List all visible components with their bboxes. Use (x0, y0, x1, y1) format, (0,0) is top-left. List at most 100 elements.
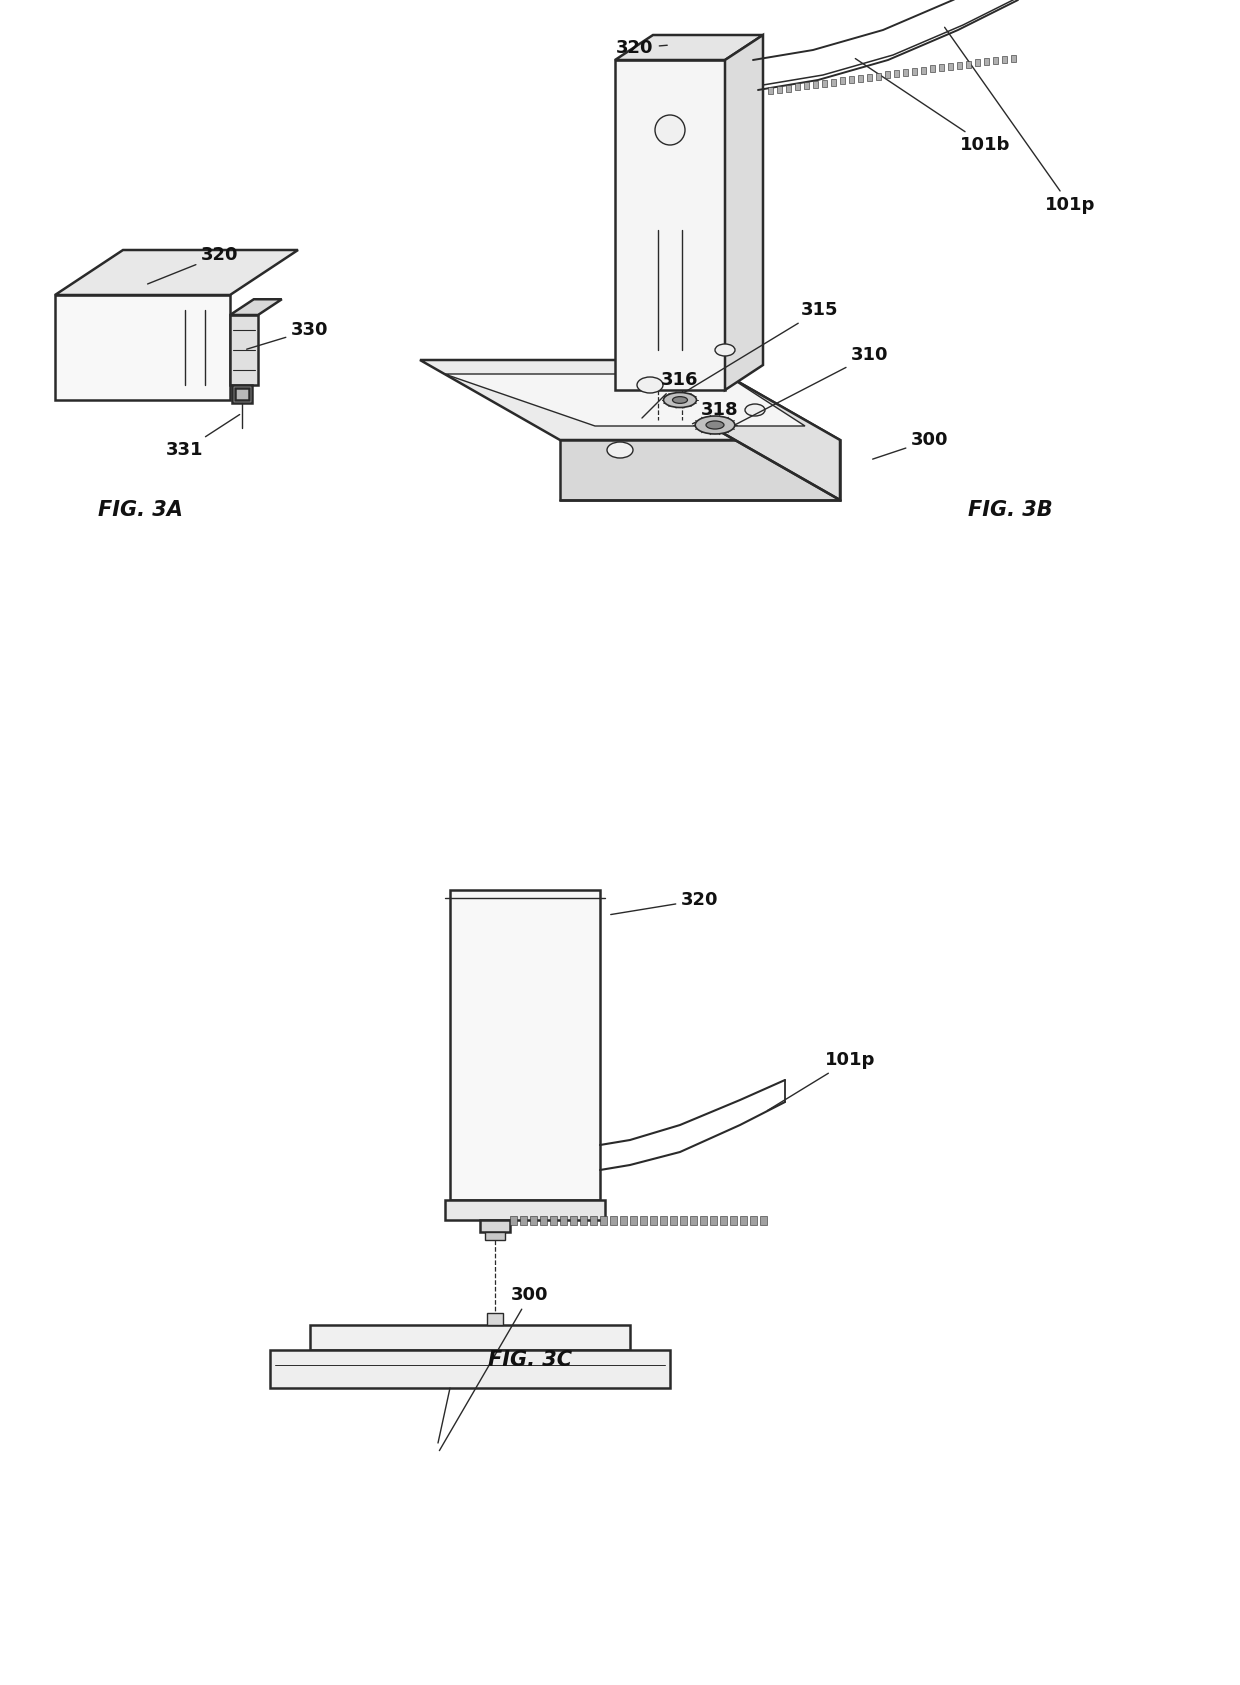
Polygon shape (615, 35, 763, 61)
Polygon shape (711, 1217, 717, 1225)
Text: FIG. 3A: FIG. 3A (98, 500, 182, 521)
Polygon shape (768, 88, 773, 94)
Polygon shape (993, 57, 998, 64)
Polygon shape (615, 61, 725, 389)
Polygon shape (849, 76, 854, 83)
Ellipse shape (745, 404, 765, 416)
Polygon shape (903, 69, 908, 76)
Polygon shape (560, 1217, 567, 1225)
Text: FIG. 3B: FIG. 3B (967, 500, 1053, 521)
Text: 300: 300 (873, 431, 949, 458)
Polygon shape (55, 249, 298, 295)
Ellipse shape (637, 377, 663, 393)
Ellipse shape (608, 441, 632, 458)
Polygon shape (485, 1232, 505, 1240)
Polygon shape (777, 86, 782, 93)
Polygon shape (570, 1217, 577, 1225)
Polygon shape (232, 384, 252, 403)
Polygon shape (680, 1217, 687, 1225)
Polygon shape (720, 1217, 727, 1225)
Polygon shape (670, 1217, 677, 1225)
Text: 101p: 101p (945, 27, 1095, 214)
Text: 318: 318 (692, 401, 739, 423)
Polygon shape (640, 1217, 647, 1225)
Polygon shape (750, 1217, 756, 1225)
Polygon shape (701, 1217, 707, 1225)
Polygon shape (1011, 54, 1016, 62)
Polygon shape (420, 361, 839, 440)
Polygon shape (894, 71, 899, 78)
Polygon shape (957, 62, 962, 69)
Polygon shape (450, 890, 600, 1200)
Polygon shape (551, 1217, 557, 1225)
Polygon shape (520, 1217, 527, 1225)
Polygon shape (600, 1217, 608, 1225)
Text: 310: 310 (728, 345, 889, 428)
Text: 320: 320 (148, 246, 239, 285)
Polygon shape (858, 76, 863, 83)
Ellipse shape (672, 396, 687, 403)
Text: 331: 331 (166, 415, 239, 458)
Polygon shape (867, 74, 872, 81)
Polygon shape (875, 72, 880, 79)
Text: 320: 320 (616, 39, 667, 57)
Polygon shape (911, 67, 918, 74)
Polygon shape (930, 66, 935, 72)
Ellipse shape (655, 115, 684, 145)
Polygon shape (444, 374, 805, 426)
Polygon shape (510, 1217, 517, 1225)
Text: 101b: 101b (856, 59, 1011, 153)
Polygon shape (1002, 56, 1007, 62)
Polygon shape (445, 1200, 605, 1220)
Polygon shape (55, 295, 229, 399)
Polygon shape (730, 1217, 737, 1225)
Ellipse shape (706, 421, 724, 430)
Polygon shape (701, 361, 839, 500)
Polygon shape (822, 79, 827, 88)
Polygon shape (229, 300, 281, 315)
Text: FIG. 3C: FIG. 3C (487, 1350, 572, 1370)
Polygon shape (630, 1217, 637, 1225)
Polygon shape (229, 315, 258, 384)
Polygon shape (480, 1220, 510, 1232)
Ellipse shape (696, 416, 735, 435)
Polygon shape (921, 67, 926, 74)
Ellipse shape (715, 344, 735, 356)
Polygon shape (760, 1217, 768, 1225)
Polygon shape (560, 440, 839, 500)
Polygon shape (839, 78, 844, 84)
Polygon shape (236, 388, 249, 399)
Text: 330: 330 (247, 322, 329, 349)
Polygon shape (831, 79, 836, 86)
Polygon shape (590, 1217, 596, 1225)
Polygon shape (310, 1324, 630, 1350)
Text: 300: 300 (439, 1286, 549, 1451)
Polygon shape (813, 81, 818, 88)
Polygon shape (975, 59, 980, 66)
Polygon shape (740, 1217, 746, 1225)
Text: 101p: 101p (768, 1051, 875, 1110)
Polygon shape (949, 62, 954, 71)
Polygon shape (539, 1217, 547, 1225)
Polygon shape (966, 61, 971, 67)
Polygon shape (529, 1217, 537, 1225)
Polygon shape (270, 1350, 670, 1388)
Polygon shape (985, 59, 990, 66)
Polygon shape (786, 84, 791, 91)
Text: 315: 315 (682, 302, 838, 394)
Polygon shape (660, 1217, 667, 1225)
Polygon shape (650, 1217, 657, 1225)
Polygon shape (885, 71, 890, 79)
Polygon shape (689, 1217, 697, 1225)
Polygon shape (610, 1217, 618, 1225)
Polygon shape (725, 35, 763, 389)
Polygon shape (620, 1217, 627, 1225)
Ellipse shape (663, 393, 697, 408)
Polygon shape (939, 64, 944, 71)
Polygon shape (487, 1313, 503, 1324)
Text: 316: 316 (642, 371, 699, 418)
Polygon shape (580, 1217, 587, 1225)
Polygon shape (795, 83, 800, 91)
Text: 320: 320 (611, 891, 719, 915)
Polygon shape (804, 83, 808, 89)
